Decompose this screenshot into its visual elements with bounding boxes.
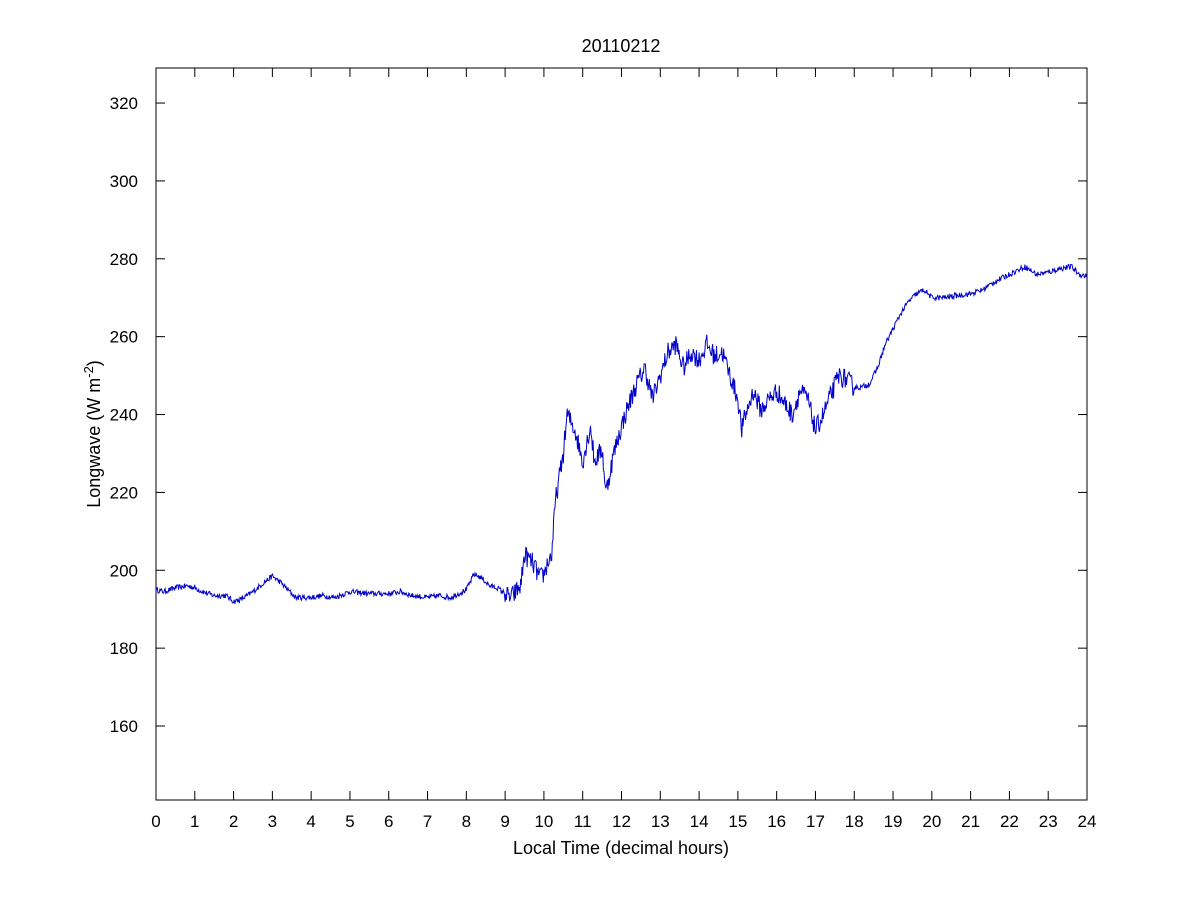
chart-title: 20110212 <box>582 36 661 56</box>
x-tick-label: 20 <box>922 812 941 831</box>
x-tick-label: 2 <box>229 812 238 831</box>
y-tick-label: 180 <box>110 639 138 658</box>
x-tick-label: 4 <box>306 812 315 831</box>
longwave-series-line <box>155 263 1088 604</box>
y-tick-label: 260 <box>110 328 138 347</box>
x-tick-label: 23 <box>1039 812 1058 831</box>
x-tick-label: 10 <box>534 812 553 831</box>
y-axis-label: Longwave (W m-2) <box>81 360 104 508</box>
x-tick-label: 22 <box>1000 812 1019 831</box>
x-tick-label: 3 <box>268 812 277 831</box>
x-tick-label: 18 <box>845 812 864 831</box>
x-axis-label: Local Time (decimal hours) <box>513 838 729 858</box>
x-tick-label: 5 <box>345 812 354 831</box>
y-tick-label: 300 <box>110 172 138 191</box>
x-tick-label: 11 <box>574 812 592 831</box>
tick-labels: 0 1 2 3 4 5 6 7 8 9 10 11 12 13 14 15 16 17 18 19 20 21 22 23 24… <box>110 94 1097 831</box>
x-tick-label: 24 <box>1078 812 1097 831</box>
x-tick-label: 7 <box>423 812 432 831</box>
x-tick-label: 12 <box>612 812 631 831</box>
x-tick-label: 16 <box>767 812 786 831</box>
x-tick-label: 17 <box>806 812 825 831</box>
x-tick-label: 6 <box>384 812 393 831</box>
y-axis-label-main: Longwave (W m <box>84 378 104 508</box>
y-tick-label: 320 <box>110 94 138 113</box>
x-tick-label: 15 <box>728 812 747 831</box>
axis-ticks <box>155 68 1088 800</box>
plot-area <box>155 67 1088 801</box>
y-tick-label: 280 <box>110 250 138 269</box>
y-tick-label: 220 <box>110 483 138 502</box>
x-tick-label: 13 <box>651 812 670 831</box>
x-tick-label: 8 <box>462 812 471 831</box>
y-axis-label-end: ) <box>84 360 104 366</box>
y-axis-label-superscript: -2 <box>81 366 96 378</box>
x-tick-label: 14 <box>690 812 709 831</box>
y-tick-label: 200 <box>110 561 138 580</box>
x-tick-label: 21 <box>961 812 980 831</box>
y-tick-label: 240 <box>110 406 138 425</box>
x-tick-label: 19 <box>884 812 903 831</box>
x-tick-label: 0 <box>151 812 160 831</box>
x-tick-label: 1 <box>190 812 199 831</box>
y-tick-label: 160 <box>110 717 138 736</box>
x-tick-label: 9 <box>500 812 509 831</box>
